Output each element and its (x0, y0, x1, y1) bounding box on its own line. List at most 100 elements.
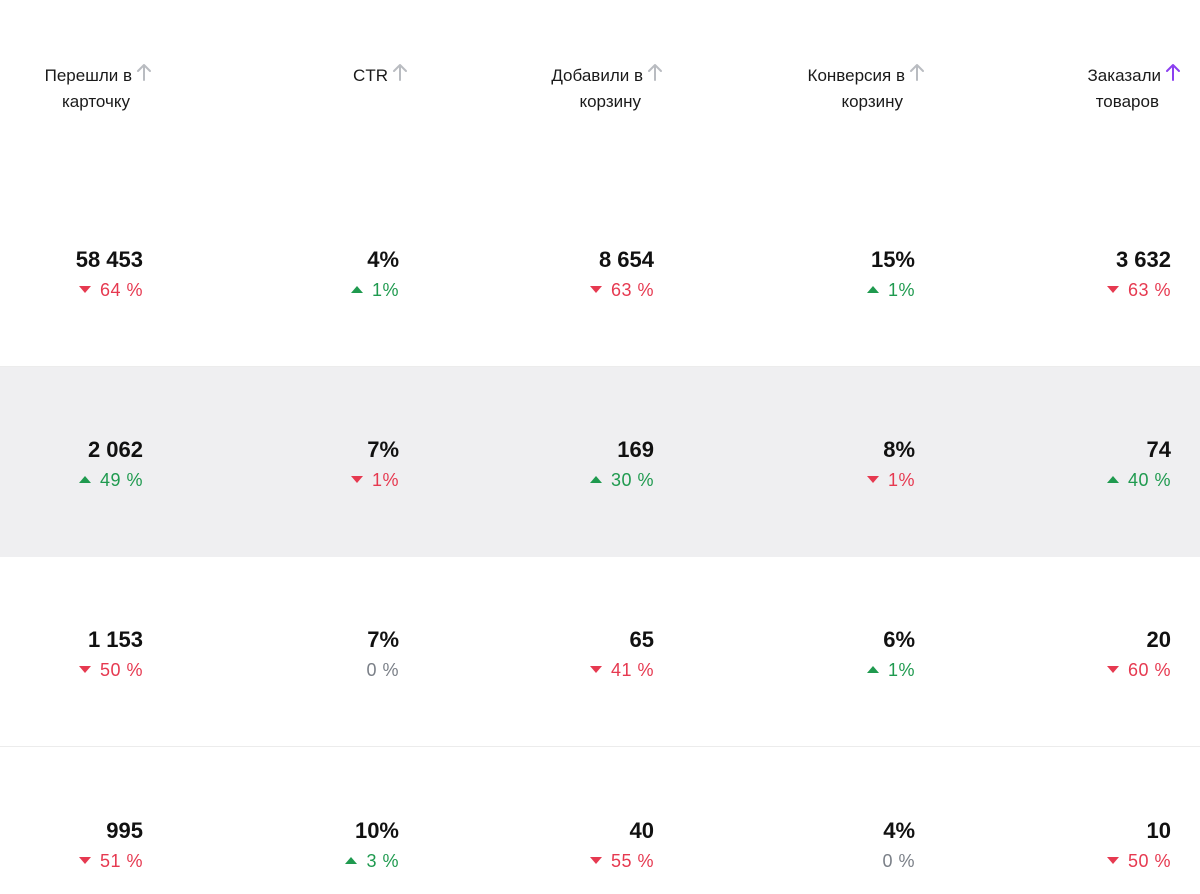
metric-value: 40 (629, 818, 654, 843)
table-row[interactable]: 58 453 64 % 4% 1% 8 654 63 % 15% 1% 3 632 63 % (0, 177, 1200, 367)
metric-delta: 60 % (1106, 655, 1171, 685)
metric-delta: 0 % (366, 655, 399, 685)
table-row[interactable]: 2 062 49 % 7% 1% 169 30 % 8% 1% 74 40 % (0, 367, 1200, 557)
metric-value: 169 (617, 437, 654, 462)
column-header-label: Заказали (1087, 66, 1161, 85)
metric-delta-text: 51 % (99, 851, 143, 871)
metric-delta-text: 50 % (1127, 851, 1171, 871)
triangle-up-icon (589, 476, 602, 483)
metric-value: 10% (354, 818, 399, 843)
metric-delta: 0 % (882, 846, 915, 876)
metric-delta: 3 % (345, 846, 399, 876)
metric-delta-text: 64 % (99, 280, 143, 300)
triangle-up-icon (78, 476, 91, 483)
triangle-down-icon (78, 666, 91, 673)
metric-delta-text: 55 % (610, 851, 654, 871)
metric-delta-text: 63 % (1127, 280, 1171, 300)
sort-arrow-up-icon[interactable] (909, 62, 925, 82)
cell-cart-conversion: 6% 1% (866, 625, 915, 685)
metric-delta: 1% (866, 655, 915, 685)
metric-delta: 55 % (589, 846, 654, 876)
metric-delta-text: 3 % (366, 851, 399, 871)
cell-added-to-cart: 65 41 % (589, 625, 654, 685)
triangle-down-icon (589, 666, 602, 673)
cell-added-to-cart: 40 55 % (589, 816, 654, 876)
column-header-label: Конверсия в (807, 66, 905, 85)
cell-ordered-items: 74 40 % (1106, 435, 1171, 495)
column-header-ctr[interactable]: CTR (353, 62, 408, 89)
cell-cart-conversion: 8% 1% (866, 435, 915, 495)
metric-value: 7% (367, 437, 399, 462)
triangle-up-icon (350, 286, 363, 293)
metric-value: 7% (367, 627, 399, 652)
metric-delta: 51 % (78, 846, 143, 876)
table-header: Перешли в карточку CTR Добавили в корзин… (0, 0, 1200, 140)
cell-ctr: 7% 1% (350, 435, 399, 495)
metric-delta: 50 % (1106, 846, 1171, 876)
cell-card-visits: 58 453 64 % (76, 245, 143, 305)
column-header-label-line2: товаров (1095, 92, 1159, 111)
metric-value: 8% (883, 437, 915, 462)
metric-delta-text: 41 % (610, 660, 654, 680)
triangle-down-icon (78, 857, 91, 864)
triangle-down-icon (589, 286, 602, 293)
sort-arrow-up-icon[interactable] (392, 62, 408, 82)
metric-value: 20 (1146, 627, 1171, 652)
metric-delta-text: 49 % (99, 470, 143, 490)
column-header-label: CTR (353, 66, 388, 85)
column-header-cart-conversion[interactable]: Конверсия в корзину (808, 62, 925, 115)
cell-added-to-cart: 169 30 % (589, 435, 654, 495)
column-header-added-to-cart[interactable]: Добавили в корзину (551, 62, 663, 115)
metric-value: 4% (367, 247, 399, 272)
cell-ordered-items: 20 60 % (1106, 625, 1171, 685)
metric-value: 58 453 (75, 247, 143, 272)
cell-ordered-items: 3 632 63 % (1106, 245, 1171, 305)
metric-delta-text: 50 % (99, 660, 143, 680)
column-header-label: Добавили в (551, 66, 643, 85)
metric-delta: 63 % (589, 275, 654, 305)
sort-arrow-up-icon[interactable] (647, 62, 663, 82)
sort-arrow-up-icon[interactable] (136, 62, 152, 82)
metric-value: 1 153 (87, 627, 143, 652)
metric-delta: 49 % (78, 465, 143, 495)
metric-delta: 1% (866, 275, 915, 305)
triangle-down-icon (1106, 286, 1119, 293)
table-row[interactable]: 1 153 50 % 7% 0 % 65 41 % 6% 1% 20 60 % (0, 557, 1200, 747)
triangle-down-icon (350, 476, 363, 483)
metric-delta-text: 1% (887, 280, 915, 300)
table-row[interactable]: 995 51 % 10% 3 % 40 55 % 4% 0 % 10 50 % (0, 748, 1200, 894)
column-header-label-line2: корзину (579, 92, 641, 111)
metric-delta-text: 1% (887, 470, 915, 490)
column-header-label-line2: карточку (61, 92, 130, 111)
cell-card-visits: 1 153 50 % (78, 625, 143, 685)
cell-card-visits: 2 062 49 % (78, 435, 143, 495)
column-header-card-visits[interactable]: Перешли в карточку (45, 62, 152, 115)
cell-ctr: 7% 0 % (366, 625, 399, 685)
metric-value: 4% (883, 818, 915, 843)
metric-delta-text: 40 % (1127, 470, 1171, 490)
cell-ordered-items: 10 50 % (1106, 816, 1171, 876)
cell-cart-conversion: 4% 0 % (882, 816, 915, 876)
metric-delta: 41 % (589, 655, 654, 685)
metric-delta-text: 0 % (882, 851, 915, 871)
sort-arrow-up-active-icon[interactable] (1165, 62, 1181, 82)
metric-value: 3 632 (1115, 247, 1171, 272)
triangle-up-icon (866, 286, 879, 293)
metric-delta: 1% (866, 465, 915, 495)
triangle-down-icon (589, 857, 602, 864)
column-header-label-line2: корзину (841, 92, 903, 111)
metric-value: 8 654 (598, 247, 654, 272)
triangle-down-icon (78, 286, 91, 293)
cell-ctr: 10% 3 % (345, 816, 399, 876)
triangle-up-icon (866, 666, 879, 673)
triangle-up-icon (1106, 476, 1119, 483)
triangle-down-icon (1106, 857, 1119, 864)
triangle-down-icon (1106, 666, 1119, 673)
metric-delta-text: 1% (371, 470, 399, 490)
metric-delta-text: 30 % (610, 470, 654, 490)
cell-added-to-cart: 8 654 63 % (589, 245, 654, 305)
metric-value: 15% (870, 247, 915, 272)
cell-card-visits: 995 51 % (78, 816, 143, 876)
metric-value: 6% (883, 627, 915, 652)
column-header-ordered-items[interactable]: Заказали товаров (1088, 62, 1181, 115)
